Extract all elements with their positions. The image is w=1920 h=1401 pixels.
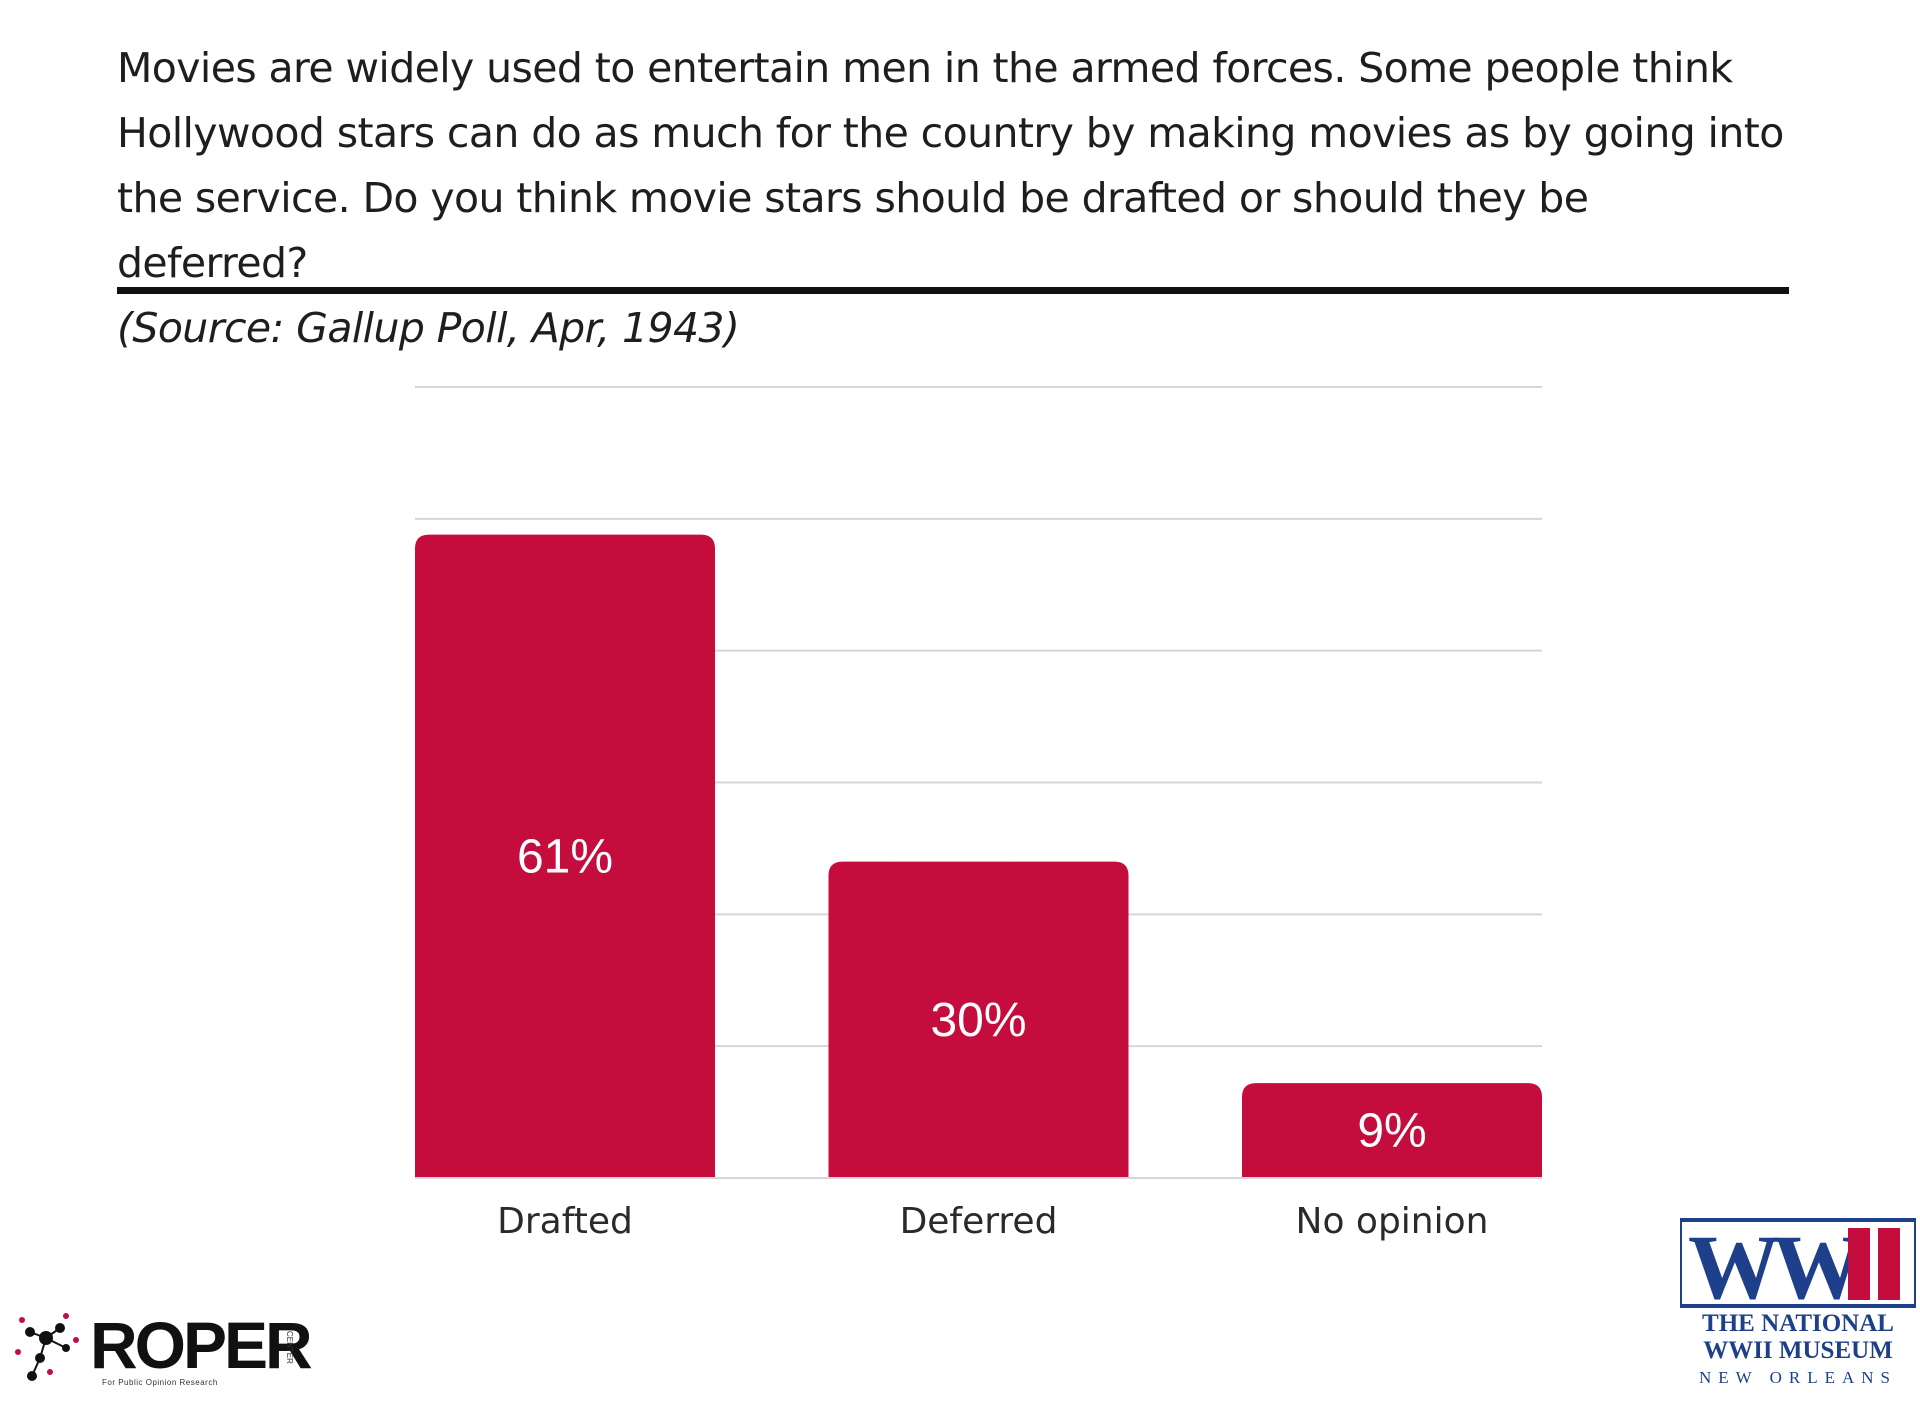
bar-value-label: 30%: [930, 994, 1026, 1047]
roper-center-text: CENTER: [285, 1330, 294, 1364]
museum-line-1: THE NATIONAL: [1702, 1310, 1894, 1337]
museum-line-2: WWII MUSEUM: [1703, 1337, 1893, 1364]
category-label: Drafted: [497, 1201, 633, 1242]
museum-line-3: NEW ORLEANS: [1698, 1368, 1898, 1387]
chart-header: Movies are widely used to entertain men …: [117, 36, 1789, 361]
survey-question: Movies are widely used to entertain men …: [117, 44, 1784, 287]
bar-value-label: 9%: [1357, 1105, 1426, 1158]
roper-molecule-icon: [15, 1313, 79, 1381]
bar-deferred: [828, 861, 1129, 1178]
roper-tagline: For Public Opinion Research: [102, 1378, 218, 1387]
header-rule: [117, 287, 1789, 294]
roper-wordmark: ROPER: [90, 1308, 313, 1382]
bar-chart: 61% Drafted 30% Deferred 9% No opinion: [415, 386, 1542, 1242]
bar-drafted: [415, 534, 715, 1178]
wwii-museum-logo: WW THE NATIONAL WWII MUSEUM NEW ORLEANS: [1678, 1216, 1918, 1396]
svg-text:WW: WW: [1688, 1218, 1863, 1310]
survey-source: (Source: Gallup Poll, Apr, 1943): [117, 304, 740, 352]
bar-value-label: 61%: [517, 830, 613, 883]
roper-center-logo: ROPER CENTER For Public Opinion Research: [10, 1308, 313, 1396]
category-label: No opinion: [1296, 1201, 1489, 1242]
category-label: Deferred: [900, 1201, 1058, 1242]
bar-no-opinion: [1242, 1083, 1542, 1178]
wwii-mark-icon: WW: [1678, 1216, 1918, 1318]
